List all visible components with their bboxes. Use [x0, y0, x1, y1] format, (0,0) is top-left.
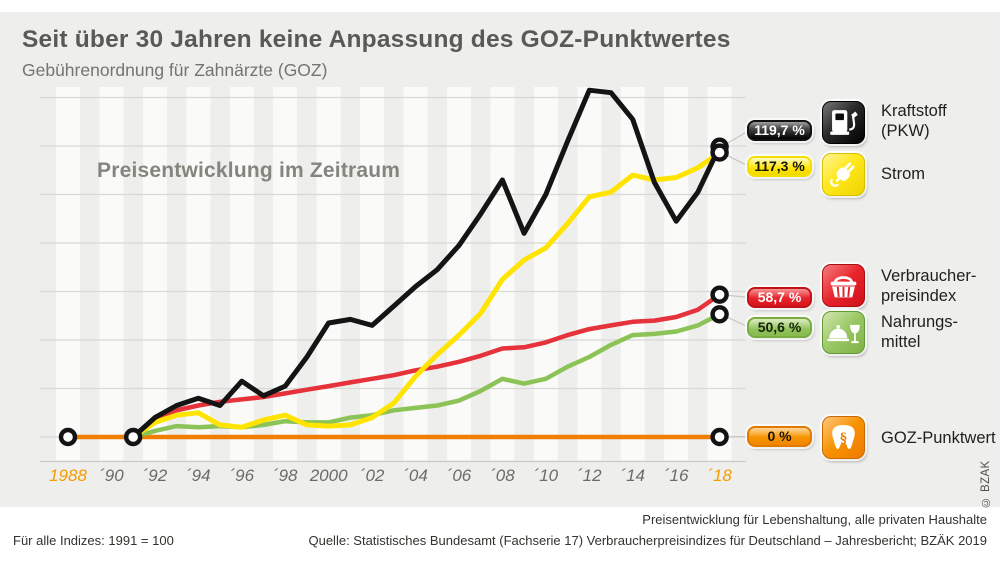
- year-stripe: [403, 87, 428, 461]
- year-stripe: [229, 87, 254, 461]
- x-axis-tick-label: ´16: [664, 466, 689, 485]
- year-stripe: [316, 87, 341, 461]
- year-stripe: [273, 87, 298, 461]
- x-axis-tick-label: ´08: [490, 466, 515, 485]
- year-stripe: [56, 87, 80, 461]
- x-axis-tick-label: ´04: [403, 466, 428, 485]
- data-point-marker: [58, 427, 78, 447]
- x-axis-tick-label: ´12: [577, 466, 602, 485]
- x-axis-tick-label: ´90: [99, 466, 124, 485]
- year-stripe: [533, 87, 558, 461]
- x-axis-tick-label: 2000: [309, 466, 348, 485]
- year-stripe: [664, 87, 689, 461]
- x-axis-tick-label: ´98: [273, 466, 298, 485]
- x-axis-tick-label: ´92: [143, 466, 168, 485]
- x-axis-tick-label: ´02: [360, 466, 385, 485]
- data-point-marker: [710, 305, 729, 324]
- data-point-marker: [710, 143, 729, 162]
- x-axis-tick-label: ´06: [447, 466, 472, 485]
- source-note: Quelle: Statistisches Bundesamt (Fachser…: [308, 533, 987, 548]
- year-stripe: [360, 87, 385, 461]
- year-stripe: [142, 87, 167, 461]
- page-title: Seit über 30 Jahren keine Anpassung des …: [22, 26, 731, 53]
- x-axis-tick-label: ´96: [229, 466, 254, 485]
- year-stripe: [577, 87, 602, 461]
- series-kraftstoff-line: [130, 87, 723, 440]
- x-axis-tick-label: ´94: [186, 466, 211, 485]
- households-note: Preisentwicklung für Lebenshaltung, alle…: [642, 512, 987, 527]
- data-point-marker: [710, 427, 729, 447]
- x-axis-tick-label: ´14: [620, 466, 645, 485]
- x-axis-tick-label: 1988: [49, 466, 87, 485]
- index-base-note: Für alle Indizes: 1991 = 100: [13, 533, 174, 548]
- series-strom-line: [130, 150, 723, 440]
- data-point-marker: [710, 285, 729, 304]
- data-point-marker: [123, 427, 143, 447]
- x-axis-tick-label: ´10: [534, 466, 559, 485]
- page-subtitle: Gebührenordnung für Zahnärzte (GOZ): [22, 60, 328, 80]
- x-axis-tick-label: ´18: [707, 466, 732, 485]
- year-stripe: [99, 87, 124, 461]
- chart-title: Preisentwicklung im Zeitraum: [97, 159, 401, 182]
